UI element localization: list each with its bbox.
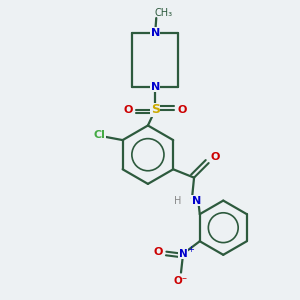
Text: N: N: [179, 249, 188, 259]
Text: Cl: Cl: [94, 130, 106, 140]
Text: O: O: [210, 152, 220, 162]
Text: H: H: [174, 196, 181, 206]
Text: O: O: [123, 105, 133, 115]
Text: S: S: [151, 103, 160, 116]
Text: O⁻: O⁻: [174, 276, 188, 286]
Text: N: N: [151, 28, 160, 38]
Text: O: O: [178, 105, 187, 115]
Text: N: N: [191, 196, 201, 206]
Text: N: N: [151, 82, 160, 92]
Text: CH₃: CH₃: [154, 8, 172, 18]
Text: O: O: [153, 247, 163, 257]
Text: +: +: [187, 245, 194, 254]
